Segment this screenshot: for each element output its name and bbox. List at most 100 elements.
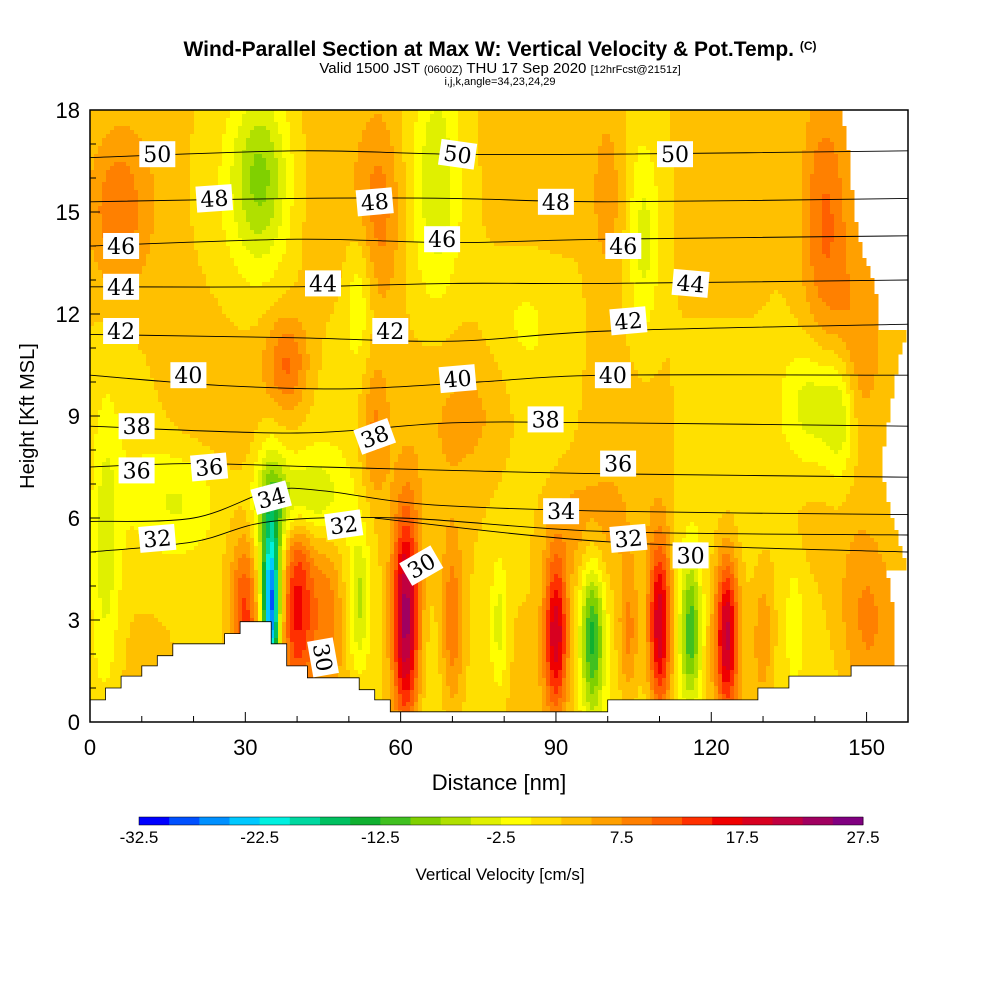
velocity-cell <box>242 602 247 607</box>
velocity-cell <box>622 626 627 631</box>
velocity-cell <box>554 574 559 579</box>
velocity-cell <box>482 426 515 431</box>
velocity-cell <box>390 614 395 619</box>
velocity-cell <box>686 530 699 535</box>
velocity-cell <box>442 578 451 583</box>
velocity-cell <box>230 582 235 587</box>
velocity-cell <box>422 498 491 503</box>
velocity-cell <box>266 342 279 347</box>
velocity-cell <box>222 210 235 215</box>
velocity-cell <box>250 498 255 503</box>
velocity-cell <box>626 182 635 187</box>
velocity-cell <box>390 594 395 599</box>
velocity-cell <box>282 574 287 579</box>
velocity-cell <box>590 570 595 575</box>
velocity-cell <box>98 594 111 599</box>
velocity-cell <box>166 502 183 507</box>
velocity-cell <box>290 606 295 611</box>
velocity-cell <box>598 578 603 583</box>
velocity-cell <box>782 398 799 403</box>
velocity-cell <box>470 578 495 583</box>
velocity-cell <box>222 142 235 147</box>
velocity-cell <box>802 626 827 631</box>
velocity-cell <box>694 626 699 631</box>
velocity-cell <box>258 582 263 587</box>
velocity-cell <box>570 610 575 615</box>
velocity-cell <box>698 594 703 599</box>
velocity-cell <box>278 510 283 515</box>
velocity-cell <box>550 602 563 607</box>
velocity-cell <box>530 542 547 547</box>
velocity-cell <box>682 622 687 627</box>
velocity-cell <box>734 522 799 527</box>
velocity-cell <box>390 454 399 459</box>
velocity-cell <box>666 570 671 575</box>
velocity-cell <box>798 318 815 323</box>
velocity-cell <box>274 570 279 575</box>
velocity-cell <box>598 574 603 579</box>
velocity-cell <box>454 258 575 263</box>
velocity-cell <box>386 126 403 131</box>
velocity-cell <box>722 606 731 611</box>
velocity-cell <box>90 222 103 227</box>
velocity-cell <box>422 278 451 283</box>
velocity-cell <box>414 178 423 183</box>
velocity-cell <box>390 482 407 487</box>
velocity-cell <box>678 290 775 295</box>
velocity-cell <box>458 250 551 255</box>
velocity-cell <box>222 226 239 231</box>
velocity-cell <box>266 554 275 559</box>
velocity-cell <box>646 622 651 627</box>
velocity-cell <box>406 266 419 271</box>
velocity-cell <box>394 150 403 155</box>
velocity-cell <box>354 278 363 283</box>
velocity-cell <box>234 614 239 619</box>
velocity-cell <box>574 606 579 611</box>
velocity-cell <box>358 414 367 419</box>
velocity-cell <box>566 606 571 611</box>
velocity-cell <box>282 618 287 623</box>
velocity-cell <box>274 206 283 211</box>
velocity-cell <box>698 602 703 607</box>
velocity-cell <box>834 366 847 371</box>
velocity-cell <box>350 338 363 343</box>
velocity-cell <box>490 590 507 595</box>
velocity-cell <box>234 142 247 147</box>
velocity-cell <box>398 206 407 211</box>
velocity-cell <box>406 194 415 199</box>
velocity-cell <box>290 214 307 219</box>
velocity-cell <box>390 418 443 423</box>
velocity-cell <box>286 462 347 467</box>
velocity-cell <box>602 570 607 575</box>
velocity-cell <box>422 146 451 151</box>
velocity-cell <box>290 222 303 227</box>
velocity-cell <box>874 598 891 603</box>
velocity-cell <box>354 598 359 603</box>
velocity-cell <box>378 410 391 415</box>
velocity-cell <box>190 182 219 187</box>
velocity-cell <box>802 618 827 623</box>
velocity-cell <box>738 534 803 539</box>
velocity-cell <box>250 570 255 575</box>
velocity-cell <box>258 614 263 619</box>
velocity-cell <box>398 538 415 543</box>
velocity-cell <box>278 626 283 631</box>
velocity-cell <box>822 298 851 303</box>
velocity-cell <box>222 606 231 611</box>
velocity-cell <box>90 622 95 627</box>
velocity-cell <box>710 626 715 631</box>
velocity-cell <box>734 570 739 575</box>
velocity-cell <box>674 190 803 195</box>
velocity-cell <box>506 462 559 467</box>
velocity-cell <box>530 546 547 551</box>
velocity-cell <box>398 618 403 623</box>
velocity-cell <box>494 574 507 579</box>
velocity-cell <box>138 458 183 463</box>
velocity-cell <box>250 450 259 455</box>
velocity-cell <box>654 538 667 543</box>
velocity-cell <box>674 478 855 483</box>
velocity-cell <box>234 574 243 579</box>
velocity-cell <box>570 594 575 599</box>
velocity-cell <box>382 586 387 591</box>
velocity-cell <box>506 594 527 599</box>
